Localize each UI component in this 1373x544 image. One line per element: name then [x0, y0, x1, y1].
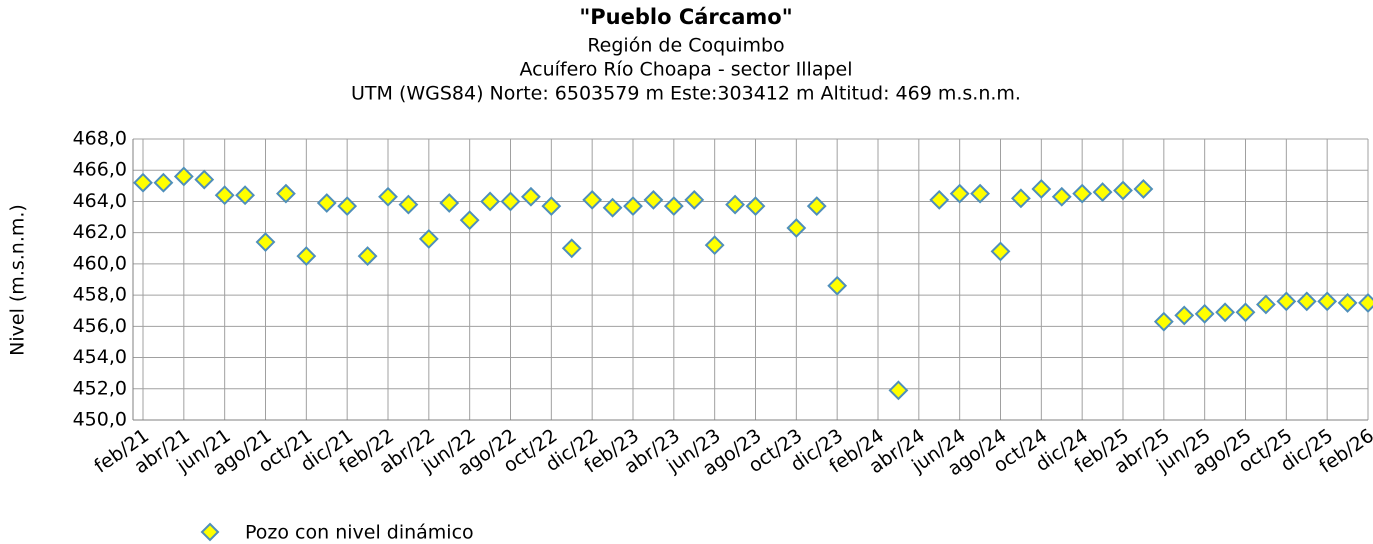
- y-tick-label: 450,0: [73, 409, 127, 431]
- data-point: [255, 232, 276, 252]
- data-point: [357, 246, 378, 266]
- data-point: [663, 196, 684, 217]
- data-point: [929, 189, 950, 210]
- data-point: [888, 380, 909, 401]
- data-point: [1256, 294, 1276, 315]
- data-point: [459, 210, 480, 231]
- data-point: [1215, 302, 1235, 323]
- data-point: [439, 193, 460, 213]
- data-point: [418, 228, 439, 249]
- data-point: [1051, 186, 1072, 207]
- data-point: [806, 196, 827, 217]
- subtitle: UTM (WGS84) Norte: 6503579 m Este:303412…: [351, 83, 1021, 105]
- legend-label: Pozo con nivel dinámico: [245, 522, 474, 544]
- legend-marker: [200, 522, 220, 542]
- data-point: [1337, 293, 1358, 313]
- data-point: [214, 185, 235, 206]
- data-point: [602, 197, 623, 218]
- y-tick-label: 468,0: [73, 128, 127, 150]
- data-point: [1358, 293, 1373, 313]
- data-point: [786, 218, 807, 238]
- data-point: [1174, 305, 1195, 326]
- data-point: [337, 196, 358, 217]
- data-point: [1317, 291, 1338, 312]
- data-point: [1092, 182, 1113, 202]
- data-point: [561, 238, 582, 259]
- data-point: [704, 235, 725, 256]
- data-point: [827, 275, 848, 296]
- y-tick-label: 460,0: [73, 252, 127, 274]
- data-point: [1031, 179, 1052, 199]
- data-point: [949, 183, 970, 204]
- y-tick-label: 462,0: [73, 221, 127, 243]
- data-point: [1276, 291, 1297, 312]
- data-point: [684, 189, 705, 210]
- y-tick-label: 454,0: [73, 346, 127, 368]
- y-tick-label: 458,0: [73, 284, 127, 306]
- subtitle: Acuífero Río Choapa - sector Illapel: [519, 59, 852, 81]
- y-tick-label: 466,0: [73, 159, 127, 181]
- data-point: [500, 191, 521, 212]
- data-point: [1153, 311, 1174, 332]
- data-point: [725, 194, 745, 215]
- data-point: [541, 196, 562, 217]
- data-point: [173, 166, 194, 187]
- data-point: [398, 194, 419, 215]
- data-point: [745, 196, 766, 217]
- data-point: [643, 189, 664, 210]
- data-point: [1113, 180, 1133, 201]
- y-tick-label: 456,0: [73, 315, 127, 337]
- y-tick-label: 452,0: [73, 377, 127, 399]
- data-point: [316, 193, 337, 213]
- data-point: [1235, 302, 1256, 323]
- data-point: [276, 183, 296, 204]
- data-point: [480, 191, 500, 212]
- data-point: [970, 183, 990, 204]
- data-point: [133, 172, 153, 193]
- data-point: [990, 241, 1011, 262]
- data-point: [582, 189, 603, 210]
- data-point: [296, 246, 317, 266]
- data-point: [194, 169, 215, 190]
- data-point: [1011, 188, 1031, 209]
- data-point: [153, 172, 174, 193]
- data-point: [623, 196, 643, 217]
- data-point: [1194, 303, 1215, 324]
- y-tick-label: 464,0: [73, 190, 127, 212]
- chart-title: "Pueblo Cárcamo": [579, 5, 792, 29]
- data-point: [1133, 179, 1154, 199]
- data-point: [1072, 183, 1093, 204]
- y-axis-label: Nivel (m.s.n.m.): [7, 204, 29, 356]
- data-point: [235, 185, 255, 206]
- data-point: [378, 186, 398, 207]
- subtitle: Región de Coquimbo: [587, 35, 784, 57]
- data-point: [521, 186, 541, 207]
- data-point: [1296, 291, 1317, 312]
